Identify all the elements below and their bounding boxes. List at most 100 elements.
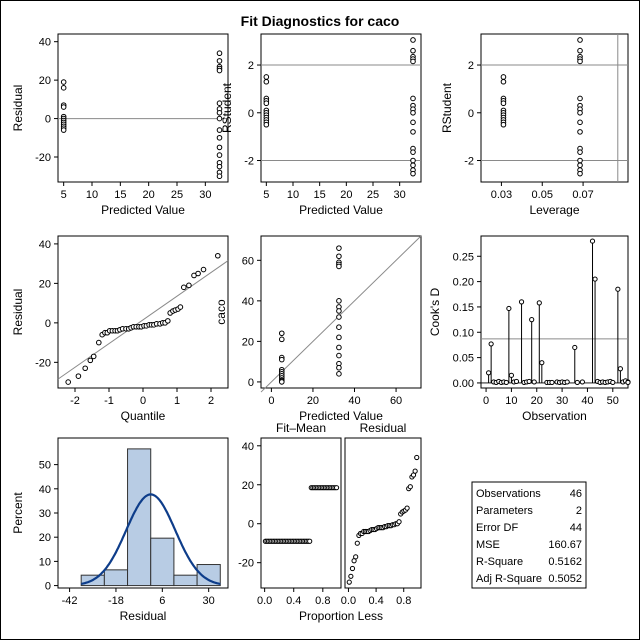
chart-hist: -42 -18 6 30 Residual 0 10 20 30 40 50 Percent [11,437,229,623]
needle-point [513,378,520,385]
data-point [577,37,583,43]
fit-statistics-table: Observations 46 Parameters 2 Error DF 44 MSE 16… [471,481,587,589]
plot-frame [260,33,422,183]
data-point [410,149,416,155]
data-point [216,152,223,158]
needle-point [572,344,578,351]
y-axis-label: RStudent [440,82,454,133]
y-tick-label: 20 [242,480,254,492]
data-point [87,357,94,364]
y-tick-label: 0.05 [453,353,474,365]
x-tick-label: 0.4 [286,595,301,607]
data-point [410,129,416,135]
needle-point [529,317,535,323]
residual-point [407,484,413,490]
y-tick-label: -2 [464,156,474,168]
needle-point [617,366,623,372]
needle-point [625,379,631,386]
x-tick-label: 6 [159,595,165,607]
y-axis-label: RStudent [220,82,234,133]
x-tick-label: -1 [104,395,114,407]
data-point [336,371,342,377]
y-tick-label: 10 [39,556,51,568]
data-point [577,170,583,177]
stat-label: Parameters [476,505,533,517]
x-tick-label: -42 [62,595,78,607]
x-tick-label: 30 [394,189,406,201]
fit-line [57,260,229,380]
plot-frame [480,235,629,389]
fit-mean-point [307,538,313,544]
x-tick-label: 10 [86,189,98,201]
x-axis-label: Quantile [121,409,166,423]
y-tick-label: 20 [242,336,254,348]
stats-table-frame [471,481,587,589]
x-tick-label: 50 [607,395,619,407]
x-axis-label: Residual [120,609,167,623]
data-point [577,119,583,126]
plot-frame [480,33,629,183]
needle-point [486,370,492,376]
histogram-bar [127,448,152,587]
data-point [410,47,416,54]
x-tick-label: 25 [171,189,183,201]
data-point [60,127,67,133]
data-point [500,74,507,80]
chart-qq: -2 -1 0 1 2 Quantile -20 0 20 40 Residual [11,235,229,423]
y-tick-label: 0 [248,108,254,120]
data-point [90,353,97,360]
data-point [410,157,416,164]
data-point [165,318,171,324]
data-point [500,121,507,128]
data-point [216,115,223,122]
data-point [181,284,187,291]
x-tick-label: 30 [203,595,215,607]
needle-point [592,276,598,282]
data-point [263,74,270,80]
data-point [278,330,285,337]
histogram-bar [103,569,129,587]
data-point [216,100,223,106]
x-axis-label: Predicted Value [299,409,383,423]
needle-point [531,379,537,385]
x-tick-label: 30 [199,189,211,201]
y-tick-label: 0.25 [453,251,474,263]
needle-point [579,379,585,385]
x-tick-label: 15 [314,189,326,201]
x-tick-label: 60 [390,395,402,407]
y-tick-label: 50 [39,460,51,472]
y-tick-label: -20 [35,357,51,369]
x-tick-label: 40 [581,395,593,407]
y-tick-label: 0 [468,108,474,120]
x-axis-label: Leverage [529,203,579,217]
data-point [577,109,583,116]
x-tick-label: 5 [263,189,269,201]
residual-point [348,573,354,579]
data-point [263,100,270,107]
data-point [216,50,223,57]
needle-point [488,341,494,347]
data-point [216,144,223,151]
data-point [336,352,342,359]
data-point [336,334,342,341]
y-tick-label: 60 [242,255,254,267]
data-point [336,245,342,251]
plot-frame [260,235,422,389]
stat-label: Adj R-Square [476,573,542,585]
data-point [75,373,82,379]
chart-cooks: 0 10 20 30 40 50 Observation 0.00 0.05 0.10 0.15 0.… [428,235,631,423]
x-axis-label: Predicted Value [299,203,383,217]
data-point [216,110,223,116]
needle-point [549,379,555,386]
data-point [410,95,416,102]
y-tick-label: 0 [248,519,254,531]
x-tick-label: 0.8 [315,595,330,607]
x-tick-label: 30 [556,395,568,407]
y-tick-label: 0.20 [453,277,474,289]
residual-point [404,505,410,511]
x-axis-label: Predicted Value [101,203,185,217]
data-point [336,253,342,260]
needle-point [506,305,512,312]
x-tick-label: 0 [140,395,146,407]
x-tick-label: 1 [174,395,180,407]
